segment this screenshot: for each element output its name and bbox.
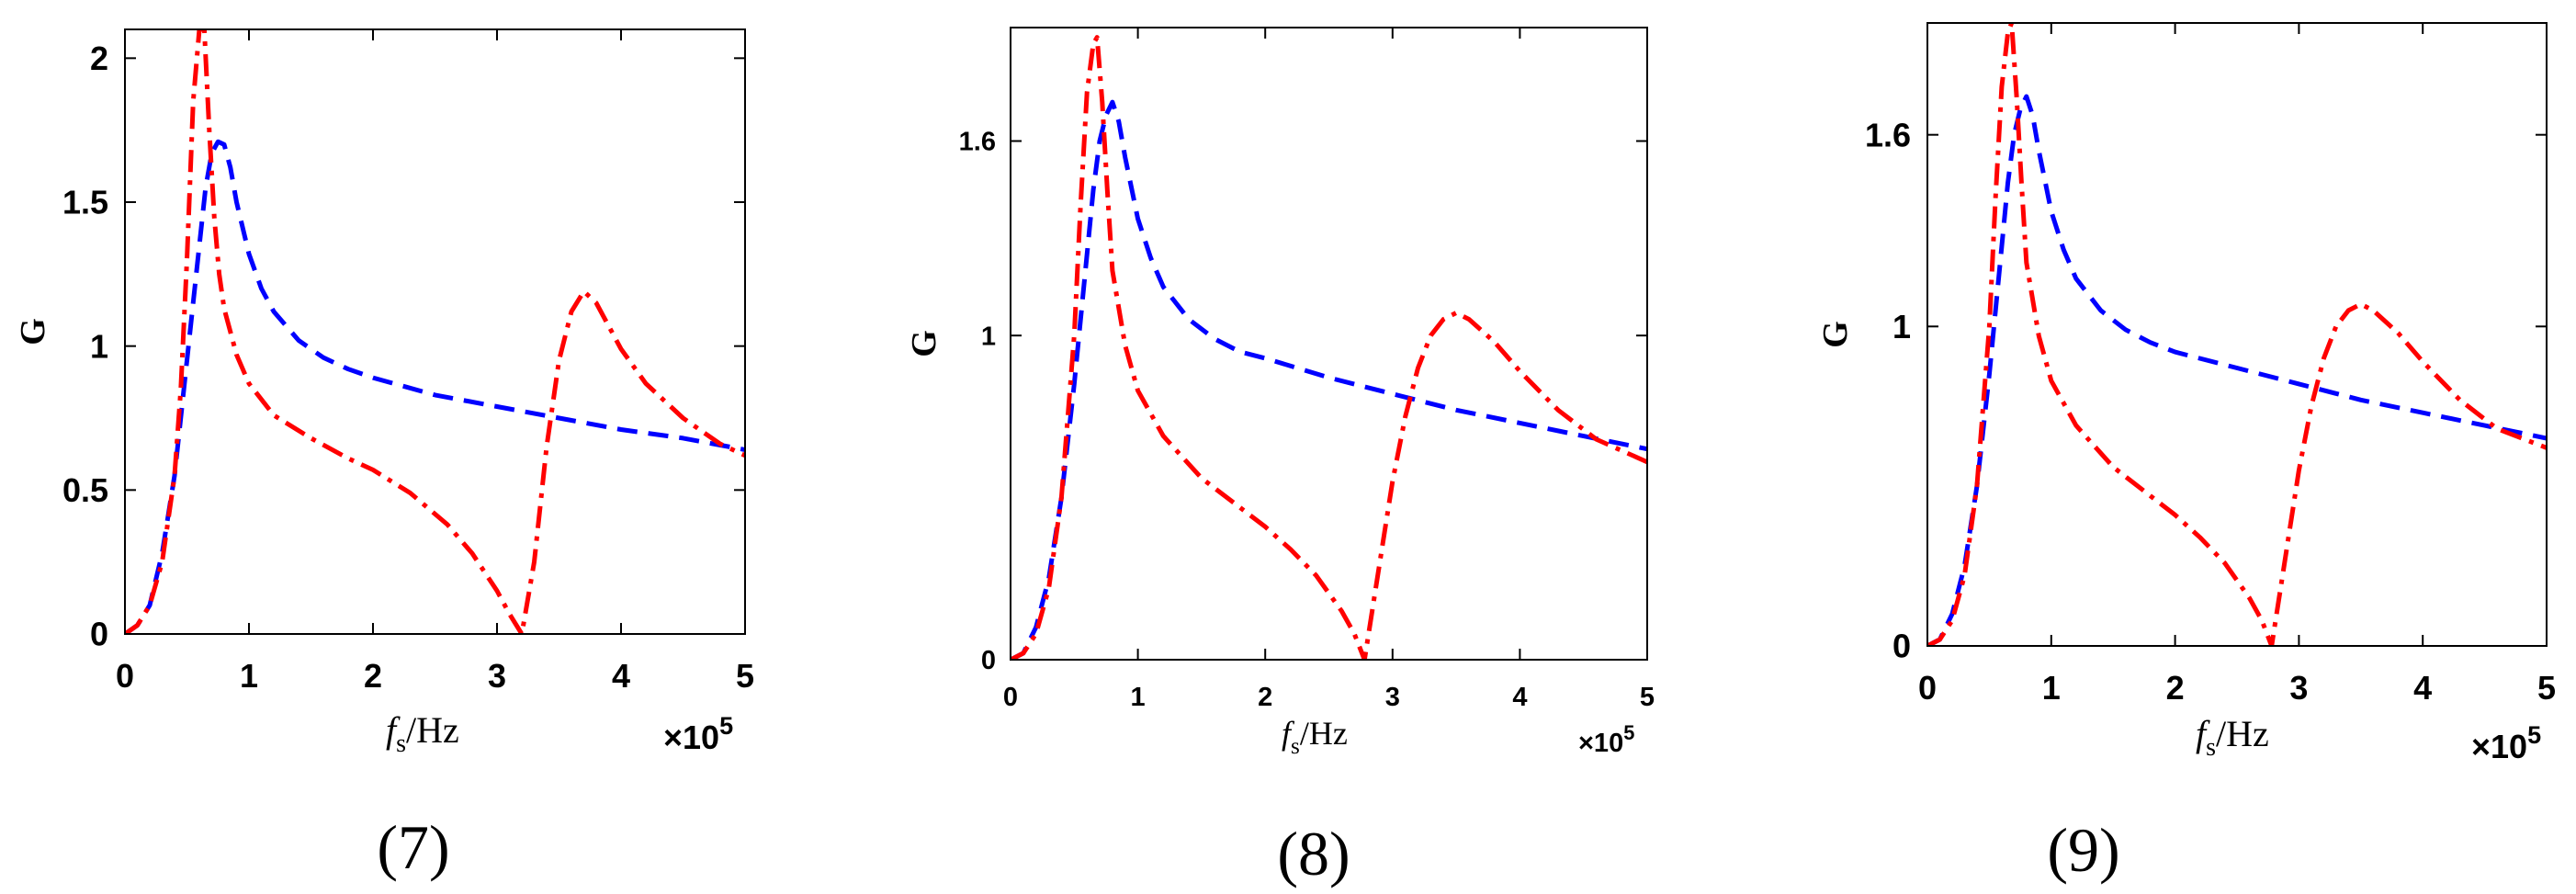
panel-label: (8) bbox=[1277, 819, 1350, 888]
x-tick-label: 2 bbox=[1258, 683, 1272, 712]
x-axis-label: fs/Hz bbox=[386, 709, 459, 758]
y-axis-label: G bbox=[1816, 321, 1855, 348]
y-tick-label: 1.6 bbox=[1865, 116, 1911, 153]
plot-frame bbox=[1926, 22, 2548, 647]
panel-label: (7) bbox=[377, 812, 449, 882]
series-line-2 bbox=[125, 29, 745, 634]
x-axis-multiplier: ×105 bbox=[2471, 721, 2541, 765]
chart-panel-2: 0 1 2 3 4 5 0 1 1.6 Gfs/Hz ×105 (8) bbox=[905, 27, 1655, 888]
series-line-1 bbox=[1011, 99, 1647, 660]
x-tick-label: 0 bbox=[1003, 683, 1018, 712]
x-tick-label: 2 bbox=[364, 657, 382, 695]
chart-panel-3: 0 1 2 3 4 5 0 1 1.6 Gfs/Hz ×105 (9) bbox=[1816, 22, 2556, 885]
x-axis-label: fs/Hz bbox=[2196, 713, 2269, 762]
y-tick-label: 1 bbox=[1892, 308, 1911, 345]
x-axis-label: fs/Hz bbox=[1282, 715, 1348, 759]
x-tick-label: 3 bbox=[488, 657, 506, 695]
x-tick-label: 3 bbox=[2289, 669, 2308, 707]
y-tick-label: 0.5 bbox=[62, 471, 108, 509]
x-tick-label: 5 bbox=[1640, 683, 1655, 712]
series-line-2 bbox=[1927, 23, 2547, 646]
x-tick-label: 1 bbox=[240, 657, 258, 695]
y-tick-label: 0 bbox=[981, 646, 996, 675]
x-tick-label: 0 bbox=[116, 657, 134, 695]
y-tick-label: 1 bbox=[90, 327, 108, 365]
plot-frame bbox=[1010, 27, 1648, 661]
y-axis-label: G bbox=[905, 330, 943, 357]
x-tick-label: 4 bbox=[1512, 683, 1527, 712]
y-tick-label: 1.5 bbox=[62, 184, 108, 221]
y-tick-label: 2 bbox=[90, 40, 108, 77]
plot-frame bbox=[124, 28, 746, 635]
x-tick-label: 5 bbox=[2537, 669, 2556, 707]
series-line-2 bbox=[1011, 35, 1647, 660]
x-axis-multiplier: ×105 bbox=[663, 712, 733, 756]
y-tick-label: 0 bbox=[1892, 628, 1911, 665]
x-tick-label: 4 bbox=[2413, 669, 2432, 707]
panel-label: (9) bbox=[2047, 815, 2119, 885]
x-tick-label: 0 bbox=[1918, 669, 1937, 707]
x-tick-label: 5 bbox=[736, 657, 754, 695]
y-tick-label: 1.6 bbox=[959, 128, 996, 157]
y-tick-label: 0 bbox=[90, 616, 108, 653]
x-axis-multiplier: ×105 bbox=[1578, 721, 1634, 758]
y-tick-label: 1 bbox=[981, 322, 996, 351]
x-tick-label: 1 bbox=[2042, 669, 2061, 707]
x-tick-label: 4 bbox=[612, 657, 630, 695]
x-tick-label: 1 bbox=[1131, 683, 1146, 712]
x-tick-label: 3 bbox=[1385, 683, 1400, 712]
x-tick-label: 2 bbox=[2166, 669, 2185, 707]
y-axis-label: G bbox=[14, 318, 52, 345]
chart-panel-1: 0 1 2 3 4 5 0 0.5 1 1.5 2 Gfs/Hz ×105 (7) bbox=[14, 28, 754, 882]
